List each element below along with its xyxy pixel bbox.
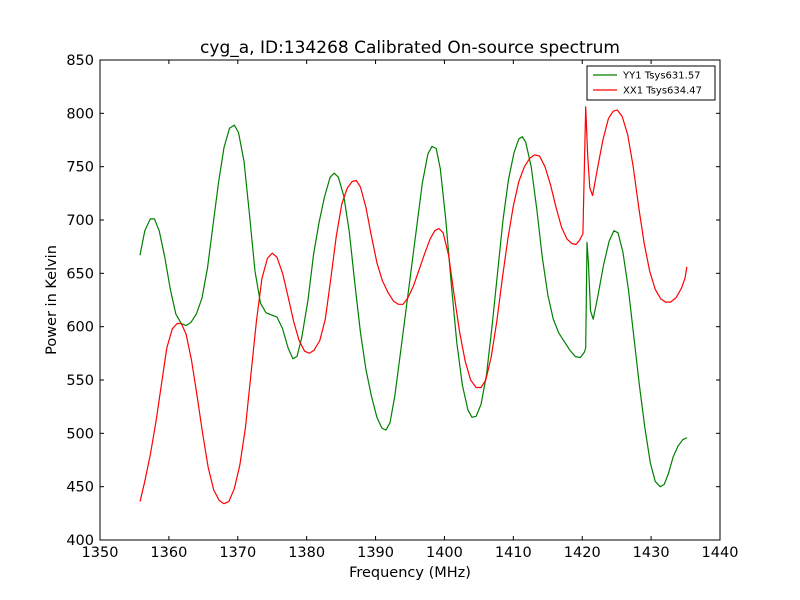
series-line-0 — [139, 124, 688, 488]
y-tick-label: 450 — [66, 480, 94, 496]
x-tick-label: 1360 — [150, 545, 187, 561]
series-layer — [139, 106, 688, 505]
x-axis: 1350 1360 1370 1380 1390 1400 1410 1420 1430 1440 — [82, 60, 739, 561]
x-tick-label: 1350 — [82, 545, 119, 561]
x-tick-label: 1410 — [495, 545, 532, 561]
x-tick-label: 1430 — [633, 545, 670, 561]
y-tick-label: 500 — [66, 426, 94, 442]
x-tick-label: 1400 — [426, 545, 463, 561]
x-tick-label: 1370 — [219, 545, 256, 561]
legend: YY1 Tsys631.57 XX1 Tsys634.47 — [586, 65, 716, 101]
y-tick-label: 600 — [66, 320, 94, 336]
y-tick-label: 750 — [66, 160, 94, 176]
x-axis-label: Frequency (MHz) — [349, 565, 471, 581]
chart-title: cyg_a, ID:134268 Calibrated On-source sp… — [200, 38, 620, 58]
y-tick-label: 800 — [66, 106, 94, 122]
y-tick-label: 850 — [66, 53, 94, 69]
legend-label-yy1: YY1 Tsys631.57 — [622, 71, 701, 82]
legend-box — [586, 65, 716, 101]
y-tick-label: 400 — [66, 533, 94, 549]
y-tick-label: 650 — [66, 266, 94, 282]
x-tick-label: 1380 — [288, 545, 325, 561]
legend-label-xx1: XX1 Tsys634.47 — [623, 86, 702, 97]
plot-area — [100, 60, 720, 540]
x-tick-label: 1420 — [564, 545, 601, 561]
y-tick-label: 700 — [66, 213, 94, 229]
y-axis-label: Power in Kelvin — [44, 245, 60, 355]
series-line-1 — [139, 106, 688, 505]
x-tick-label: 1390 — [357, 545, 394, 561]
y-tick-label: 550 — [66, 373, 94, 389]
y-axis: 400 450 500 550 600 650 700 750 800 850 — [66, 53, 720, 549]
plot-frame — [99, 59, 721, 541]
x-tick-label: 1440 — [702, 545, 739, 561]
